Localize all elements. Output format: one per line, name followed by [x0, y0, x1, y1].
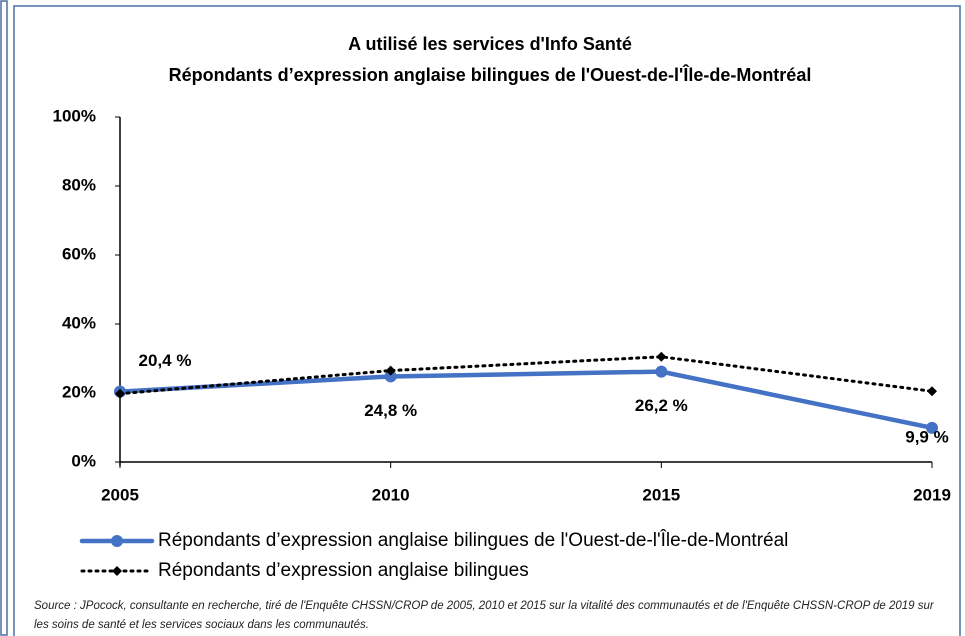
legend-marker	[111, 535, 123, 547]
marker	[927, 386, 937, 397]
marker	[655, 365, 668, 378]
data-label: 24,8 %	[364, 401, 417, 420]
y-tick-label: 40%	[62, 313, 96, 332]
data-label: 9,9 %	[905, 427, 948, 446]
legend-label: Répondants d’expression anglaise bilingu…	[158, 560, 529, 581]
source-note: Source : JPocock, consultante en recherc…	[34, 600, 934, 631]
data-label: 26,2 %	[635, 396, 688, 415]
y-tick-label: 60%	[62, 244, 96, 263]
legend-label: Répondants d’expression anglaise bilingu…	[158, 529, 788, 551]
marker	[926, 421, 938, 434]
x-tick-label: 2005	[101, 485, 139, 504]
marker	[656, 351, 667, 362]
x-tick-label: 2010	[372, 485, 410, 504]
series-line	[117, 369, 935, 431]
marker	[385, 365, 396, 376]
chart-subtitle: Répondants d’expression anglaise bilingu…	[169, 64, 812, 85]
y-tick-label: 100%	[53, 106, 96, 125]
chart-title: A utilisé les services d'Info Santé	[348, 34, 632, 54]
legend-marker	[112, 566, 122, 576]
marker	[115, 388, 125, 399]
marker	[384, 370, 397, 383]
frame-left	[0, 0, 8, 636]
data-label: 20,4 %	[139, 351, 192, 370]
frame	[13, 5, 961, 636]
y-tick-label: 0%	[71, 451, 96, 470]
x-tick-label: 2015	[642, 485, 680, 504]
y-tick-label: 80%	[62, 175, 96, 194]
x-tick-label: 2019	[913, 485, 951, 504]
y-tick-label: 20%	[62, 382, 96, 401]
series-line	[118, 355, 934, 396]
